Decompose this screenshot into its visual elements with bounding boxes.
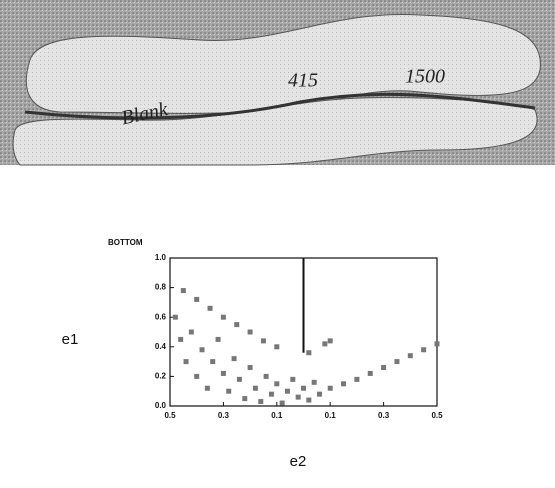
point [220, 314, 226, 320]
point [199, 347, 205, 353]
point [279, 400, 285, 406]
point [194, 373, 200, 379]
y-tick-label: 0.4 [155, 342, 167, 351]
point [247, 365, 253, 371]
point [247, 329, 253, 335]
x-tick-label: 0.1 [325, 411, 337, 420]
point [367, 370, 373, 376]
point [236, 376, 242, 382]
point [354, 376, 360, 382]
x-tick-label: 0.3 [218, 411, 230, 420]
paddle-top [25, 14, 541, 114]
x-tick-label: 0.5 [431, 411, 443, 420]
point [194, 296, 200, 302]
point [322, 341, 328, 347]
point [188, 329, 194, 335]
point [210, 359, 216, 365]
point [204, 385, 210, 391]
point [290, 376, 296, 382]
point [260, 338, 266, 344]
point [234, 322, 240, 328]
x-axis-label: e2 [290, 453, 307, 470]
photo: Blank 415 1500 [0, 0, 555, 166]
point [220, 370, 226, 376]
point [268, 391, 274, 397]
point [231, 356, 237, 362]
point [180, 288, 186, 294]
photo-label: 1500 [405, 66, 445, 88]
point [317, 391, 323, 397]
point [434, 341, 440, 347]
y-axis-label: e1 [62, 331, 79, 348]
point [327, 385, 333, 391]
x-tick-label: 0.1 [271, 411, 283, 420]
point [394, 359, 400, 365]
point [407, 353, 413, 359]
point [172, 314, 178, 320]
y-tick-label: 1.0 [155, 253, 167, 262]
point [178, 336, 184, 342]
point [327, 338, 333, 344]
point [284, 388, 290, 394]
y-tick-label: 0.0 [155, 401, 167, 410]
point [242, 396, 248, 402]
point [252, 385, 258, 391]
chart: BOTTOM e1 e2 0.0 0.2 0.4 0.6 0.8 1.0 0.5 0.3 0.1… [62, 238, 443, 470]
point [274, 344, 280, 350]
paddle-edge [24, 92, 536, 120]
chart-title: BOTTOM [108, 238, 143, 247]
x-tick-label: 0.3 [378, 411, 390, 420]
point [306, 350, 312, 356]
x-tick-label: 0.5 [164, 411, 176, 420]
point [263, 373, 269, 379]
point [215, 336, 221, 342]
point [381, 365, 387, 371]
point [301, 385, 306, 391]
y-tick-label: 0.8 [155, 283, 167, 292]
point [258, 399, 264, 405]
point [183, 359, 189, 365]
point [295, 394, 301, 400]
photo-label: 415 [288, 70, 318, 92]
point [207, 305, 213, 311]
point [226, 388, 232, 394]
point [306, 397, 312, 403]
point [274, 381, 280, 387]
y-tick-label: 0.2 [155, 372, 167, 381]
point [341, 381, 347, 387]
y-tick-label: 0.6 [155, 312, 167, 321]
point [421, 347, 427, 353]
point [311, 379, 317, 385]
